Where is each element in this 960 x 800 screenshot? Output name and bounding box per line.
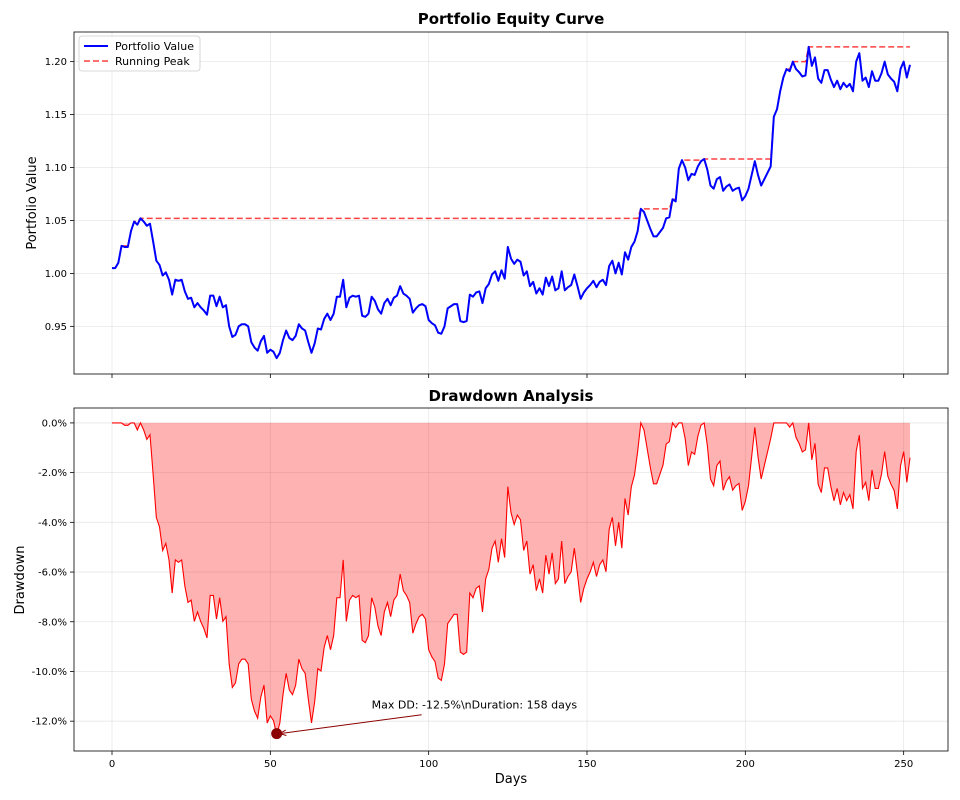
equity-panel: Portfolio Equity Curve 0.95 1.00 1.05 1.10 1… bbox=[25, 10, 949, 378]
drawdown-x-tick-label: 200 bbox=[736, 759, 755, 770]
equity-legend: Portfolio Value Running Peak bbox=[78, 35, 201, 72]
equity-y-tick-label: 1.00 bbox=[45, 269, 67, 280]
drawdown-y-tick-label: -6.0% bbox=[38, 568, 67, 579]
drawdown-y-tick-label: -8.0% bbox=[38, 617, 67, 628]
equity-y-tick-label: 1.20 bbox=[45, 57, 67, 68]
equity-title: Portfolio Equity Curve bbox=[418, 10, 605, 28]
drawdown-y-tick-label: -2.0% bbox=[38, 468, 67, 479]
portfolio-value-line bbox=[112, 45, 911, 360]
equity-y-tick-label: 1.05 bbox=[45, 216, 67, 227]
drawdown-y-tick-label: -10.0% bbox=[32, 667, 67, 678]
equity-y-tick-label: 1.15 bbox=[45, 110, 67, 121]
equity-grid bbox=[74, 32, 948, 374]
max-drawdown-annotation: Max DD: -12.5%\nDuration: 158 days bbox=[271, 699, 578, 740]
equity-y-tick-label: 0.95 bbox=[45, 322, 67, 333]
equity-y-axis-label: Portfolio Value bbox=[25, 156, 40, 249]
legend-box bbox=[78, 35, 201, 72]
equity-y-tick-label: 1.10 bbox=[45, 163, 67, 174]
equity-x-ticks bbox=[111, 374, 905, 378]
drawdown-x-tick-label: 100 bbox=[419, 759, 438, 770]
drawdown-y-axis-label: Drawdown bbox=[13, 545, 28, 614]
drawdown-x-tick-label: 50 bbox=[264, 759, 277, 770]
drawdown-x-tick-label: 250 bbox=[894, 759, 913, 770]
drawdown-y-ticks: 0.0% -2.0% -4.0% -6.0% -8.0% -10.0% -12.0% bbox=[32, 418, 74, 728]
drawdown-y-tick-label: 0.0% bbox=[42, 418, 67, 429]
annotation-arrow bbox=[279, 714, 422, 735]
drawdown-x-tick-label: 150 bbox=[577, 759, 596, 770]
legend-label-running-peak: Running Peak bbox=[115, 55, 190, 68]
drawdown-x-ticks: 0 50 100 150 200 250 bbox=[109, 751, 913, 770]
drawdown-panel: Drawdown Analysis 0.0% -2.0% -4.0% -6.0% -8.… bbox=[13, 387, 949, 787]
legend-label-portfolio-value: Portfolio Value bbox=[115, 40, 194, 53]
drawdown-line bbox=[112, 420, 911, 735]
drawdown-x-tick-label: 0 bbox=[109, 759, 115, 770]
running-peak-line bbox=[112, 46, 910, 269]
drawdown-y-tick-label: -4.0% bbox=[38, 518, 67, 529]
max-drawdown-label: Max DD: -12.5%\nDuration: 158 days bbox=[372, 699, 578, 712]
drawdown-title: Drawdown Analysis bbox=[429, 387, 594, 405]
drawdown-grid bbox=[74, 408, 948, 751]
drawdown-axes-frame bbox=[73, 407, 949, 752]
drawdown-area bbox=[112, 422, 910, 735]
drawdown-x-axis-label: Days bbox=[495, 772, 528, 787]
drawdown-y-tick-label: -12.0% bbox=[32, 717, 67, 728]
equity-axes-frame bbox=[73, 31, 949, 375]
equity-y-ticks: 0.95 1.00 1.05 1.10 1.15 1.20 bbox=[45, 57, 74, 333]
max-drawdown-marker bbox=[271, 728, 283, 740]
